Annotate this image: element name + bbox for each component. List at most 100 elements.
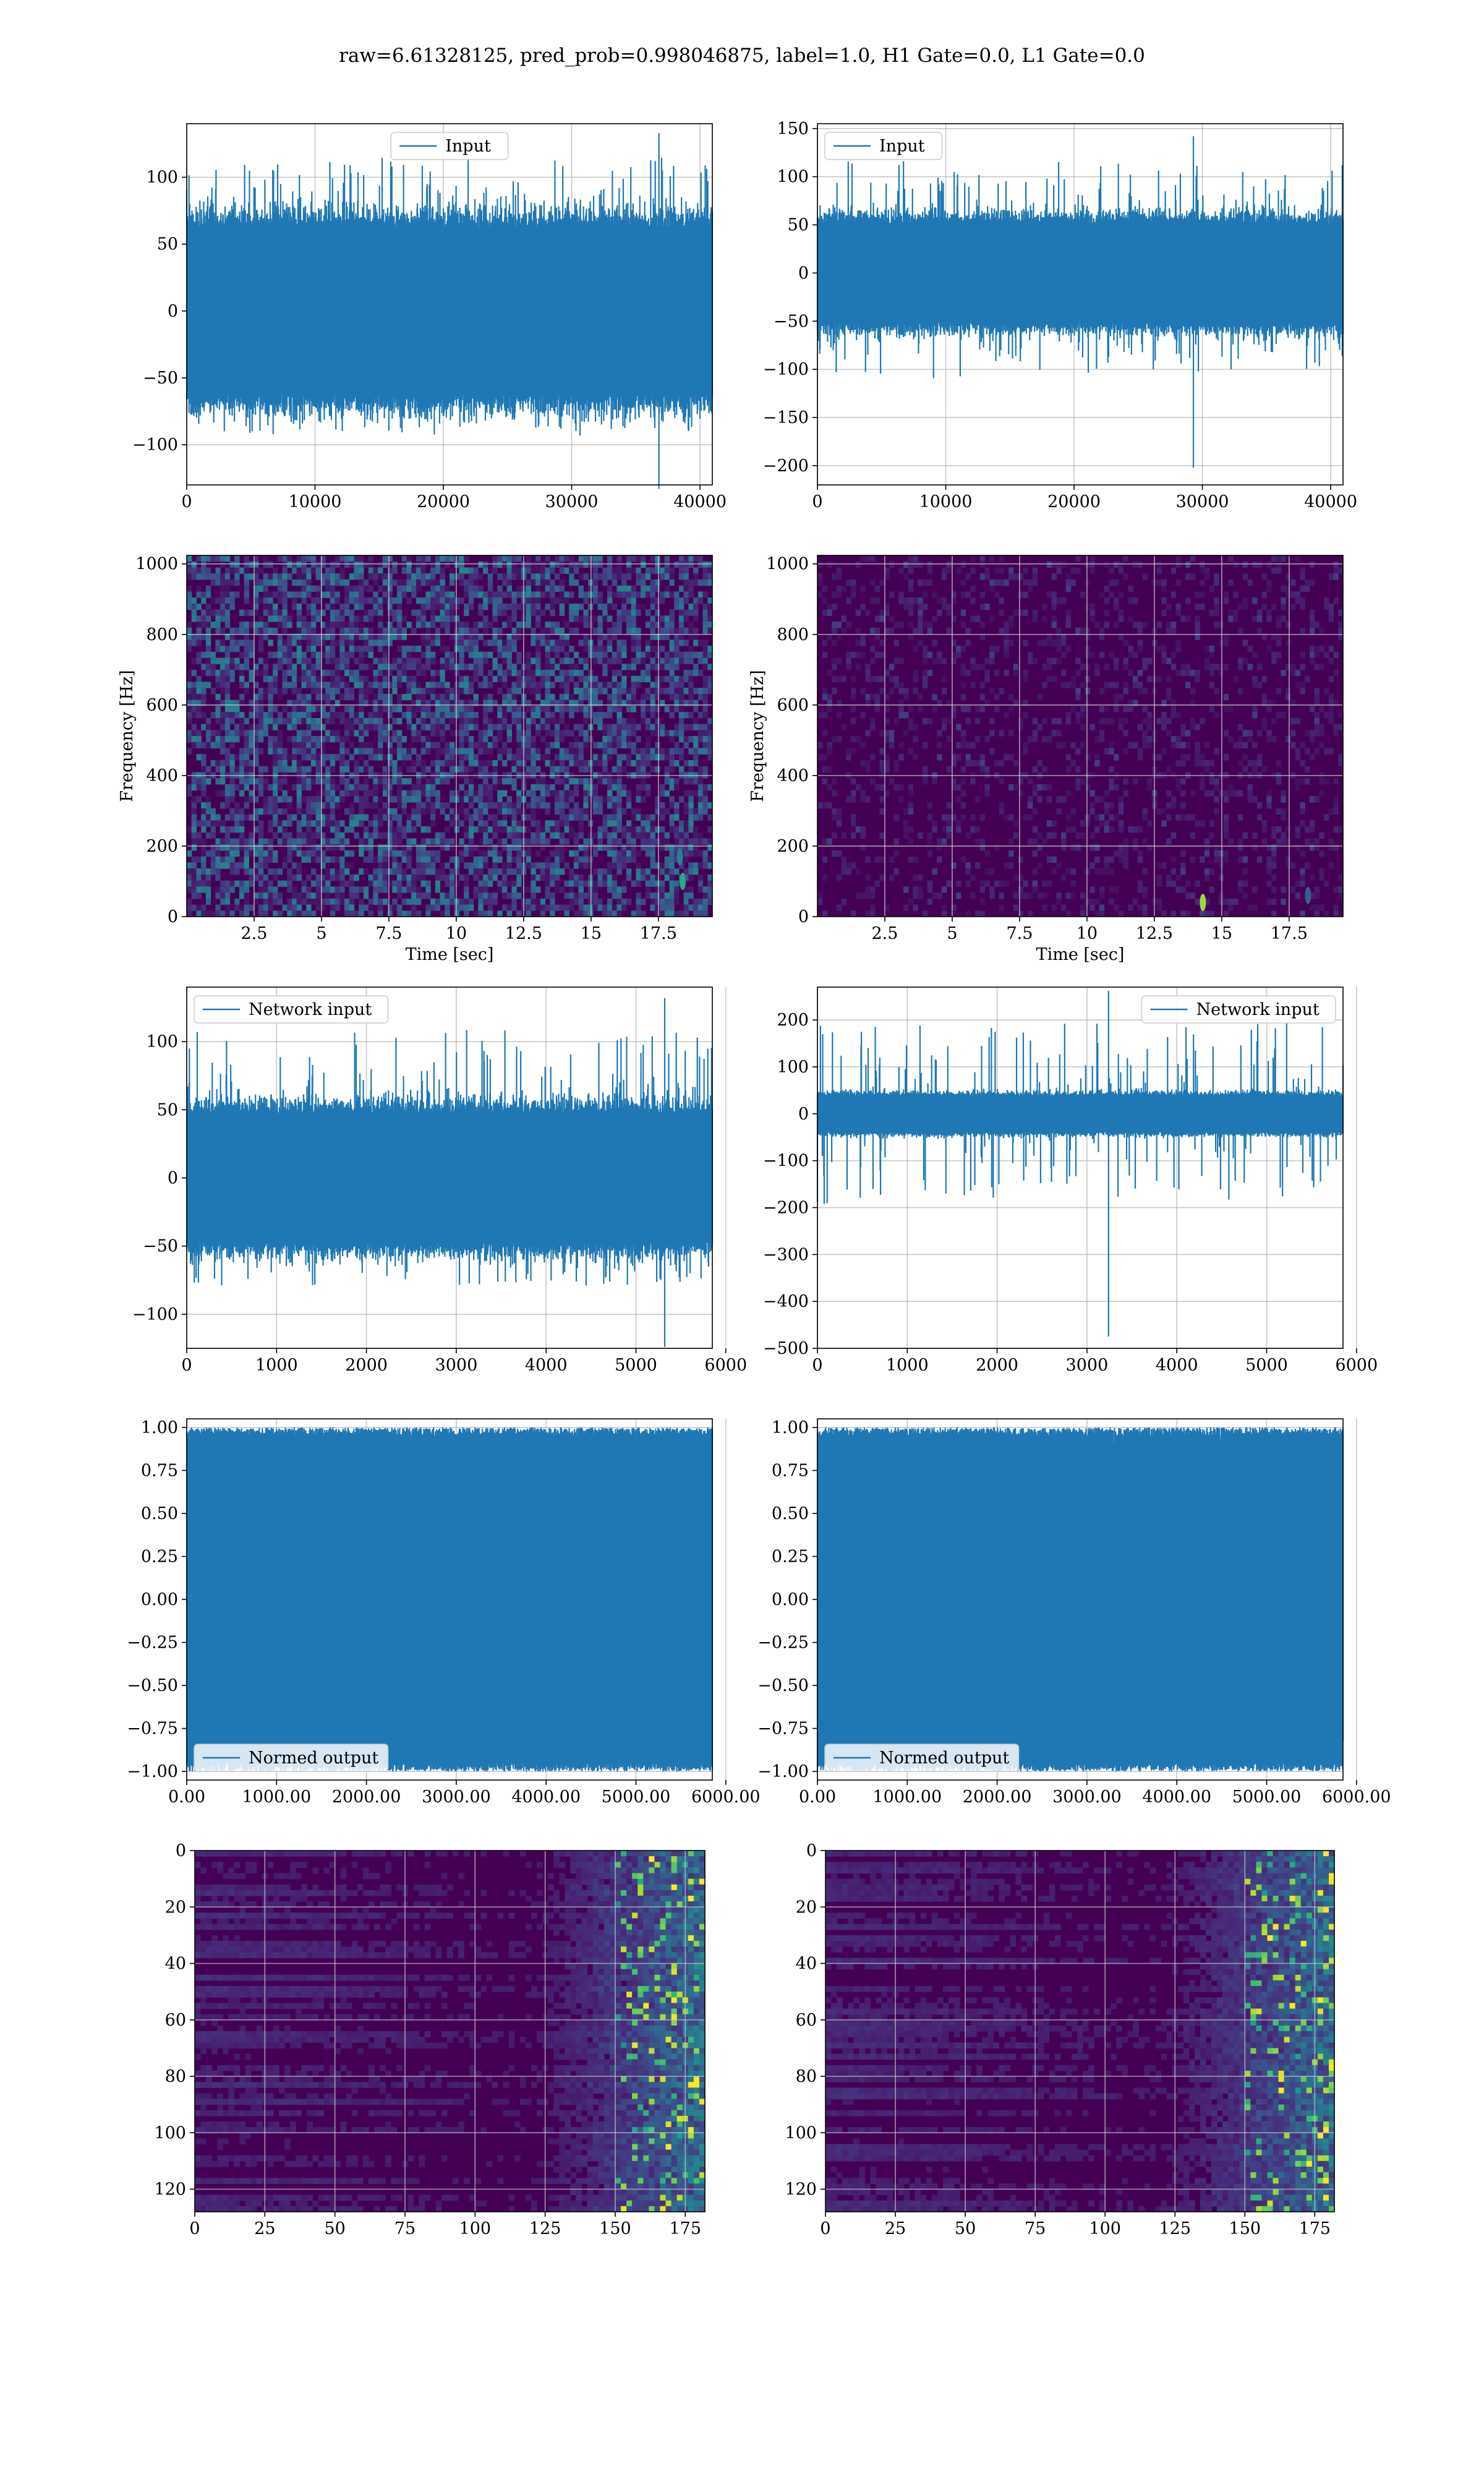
heatmap-cell — [937, 742, 942, 748]
heatmap-cell — [254, 796, 259, 803]
heatmap-cell — [229, 838, 235, 845]
heatmap-cell — [626, 585, 632, 592]
heatmap-cell — [583, 730, 589, 737]
heatmap-cell — [273, 760, 278, 767]
heatmap-cell — [683, 820, 689, 827]
heatmap-cell — [201, 838, 207, 845]
heatmap-cell — [239, 609, 245, 616]
heatmap-cell — [220, 742, 226, 748]
heatmap-cell — [306, 633, 312, 640]
heatmap-cell — [330, 826, 336, 833]
heatmap-cell — [301, 651, 307, 658]
heatmap-cell — [650, 712, 655, 719]
heatmap-cell — [583, 808, 589, 815]
heatmap-cell — [693, 754, 699, 761]
heatmap-cell — [296, 820, 302, 827]
heatmap-cell — [827, 693, 832, 701]
heatmap-cell — [416, 664, 422, 670]
heatmap-cell — [430, 820, 436, 827]
heatmap-cell — [874, 615, 880, 622]
heatmap-cell — [683, 898, 689, 905]
heatmap-cell — [239, 832, 245, 839]
heatmap-cell — [273, 579, 278, 586]
heatmap-cell — [282, 717, 288, 725]
heatmap-cell — [616, 910, 622, 917]
heatmap-cell — [224, 736, 231, 743]
heatmap-cell — [927, 814, 932, 821]
heatmap-cell — [550, 646, 555, 653]
heatmap-cell — [363, 856, 369, 863]
heatmap-cell — [310, 778, 317, 785]
heatmap-cell — [478, 850, 484, 857]
heatmap-cell — [526, 790, 531, 797]
heatmap-cell — [688, 627, 694, 635]
heatmap-cell — [487, 585, 493, 592]
heatmap-cell — [301, 717, 307, 725]
heatmap-cell — [464, 664, 469, 670]
heatmap-cell — [420, 826, 426, 833]
heatmap-cell — [440, 766, 445, 773]
heatmap-cell — [373, 573, 378, 580]
heatmap-cell — [516, 844, 522, 851]
heatmap-cell — [411, 585, 417, 592]
heatmap-cell — [277, 688, 283, 695]
y-tick-label: 800 — [146, 625, 178, 644]
heatmap-cell — [688, 693, 694, 701]
heatmap-cell — [569, 657, 574, 664]
heatmap-cell — [621, 790, 627, 797]
heatmap-cell — [483, 640, 488, 646]
heatmap-cell — [220, 898, 226, 905]
heatmap-cell — [435, 627, 441, 635]
heatmap-cell — [683, 688, 689, 695]
heatmap-cell — [626, 874, 632, 881]
heatmap-cell — [473, 856, 479, 863]
heatmap-cell — [205, 778, 211, 785]
heatmap-cell — [392, 838, 398, 845]
heatmap-cell — [420, 838, 426, 845]
heatmap-cell — [559, 700, 565, 706]
heatmap-cell — [483, 898, 488, 905]
heatmap-cell — [526, 754, 531, 761]
heatmap-cell — [306, 898, 312, 905]
heatmap-cell — [258, 856, 264, 863]
heatmap-cell — [621, 736, 627, 743]
heatmap-cell — [860, 790, 866, 797]
heatmap-cell — [898, 688, 904, 695]
heatmap-cell — [492, 646, 498, 653]
heatmap-cell — [325, 669, 331, 677]
heatmap-cell — [511, 898, 517, 905]
heatmap-cell — [296, 838, 302, 845]
heatmap-cell — [702, 700, 708, 706]
heatmap-cell — [468, 585, 474, 592]
heatmap-cell — [607, 790, 613, 797]
heatmap-cell — [215, 712, 221, 719]
heatmap-cell — [387, 633, 393, 640]
heatmap-cell — [220, 778, 226, 785]
heatmap-cell — [478, 796, 484, 803]
heatmap-cell — [545, 808, 550, 815]
heatmap-cell — [569, 627, 574, 635]
heatmap-cell — [411, 724, 417, 730]
heatmap-cell — [263, 808, 268, 815]
heatmap-cell — [397, 700, 403, 706]
heatmap-cell — [425, 646, 431, 653]
heatmap-cell — [478, 910, 484, 917]
heatmap-cell — [836, 567, 842, 574]
heatmap-cell — [669, 862, 675, 869]
heatmap-cell — [273, 717, 278, 725]
heatmap-cell — [292, 669, 297, 677]
heatmap-cell — [382, 633, 388, 640]
heatmap-cell — [483, 856, 488, 863]
heatmap-cell — [354, 790, 359, 797]
heatmap-cell — [420, 868, 426, 875]
heatmap-cell — [310, 820, 317, 827]
heatmap-cell — [244, 862, 249, 869]
heatmap-cell — [420, 622, 426, 628]
heatmap-cell — [693, 688, 699, 695]
heatmap-cell — [592, 904, 599, 911]
heatmap-cell — [420, 712, 426, 719]
heatmap-cell — [187, 706, 192, 713]
heatmap-cell — [932, 892, 937, 899]
heatmap-cell — [626, 760, 632, 767]
heatmap-cell — [492, 892, 498, 899]
